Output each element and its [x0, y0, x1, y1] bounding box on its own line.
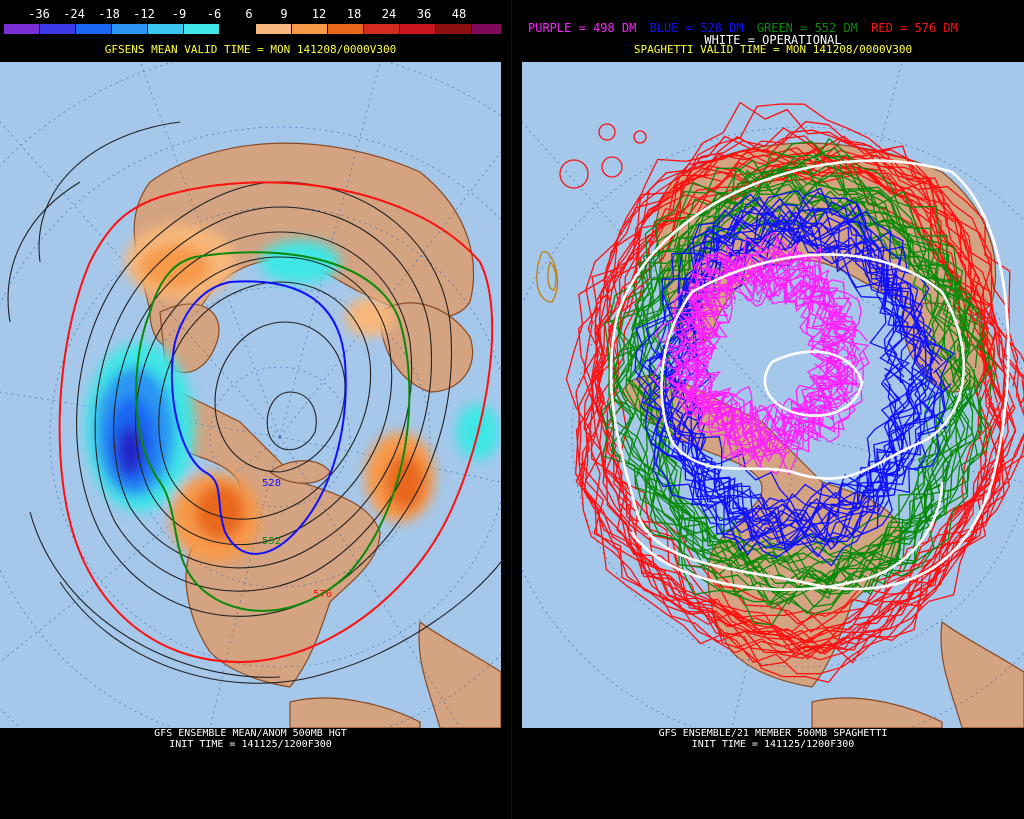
ensemble-mean-panel: -36 -24 -18 -12 -9 -6 6 9 12 18 24 36 48 GFSENS MEAN… [0, 0, 508, 819]
spaghetti-map [522, 62, 1024, 728]
panel-divider-line [511, 0, 512, 819]
spaghetti-purple-member [654, 251, 847, 434]
spaghetti-blue-member [661, 218, 933, 539]
left-caption-init: INIT TIME = 141125/1200F300 [169, 739, 332, 750]
spaghetti-red-member [594, 162, 1011, 659]
spaghetti-green-member [608, 181, 966, 605]
label-552: 552 [262, 536, 281, 547]
spaghetti-red-member [578, 157, 1024, 655]
colorbar-tick-label: -6 [206, 7, 222, 21]
ensemble-mean-map: 528 552 576 [0, 62, 501, 728]
colorbar-tick-label: 12 [311, 7, 327, 21]
colorbar-swatch [292, 24, 328, 34]
spaghetti-green-member [629, 153, 974, 573]
height-contours [7, 121, 501, 684]
spaghetti-purple-member [674, 253, 856, 453]
colorbar-tick-label: -9 [171, 7, 187, 21]
spaghetti-576-red [565, 101, 1024, 684]
left-caption-title: GFS ENSEMBLE MEAN/ANOM 500MB HGT [154, 728, 347, 739]
spaghetti-purple-member [674, 231, 857, 436]
right-valid-time: SPAGHETTI VALID TIME = MON 141208/0000V3… [633, 43, 913, 56]
legend-purple: PURPLE = 498 DM [528, 21, 637, 35]
colorbar-swatch [184, 24, 220, 34]
colorbar-swatch [76, 24, 112, 34]
left-caption: GFS ENSEMBLE MEAN/ANOM 500MB HGT INIT TI… [0, 728, 501, 750]
spaghetti-outliers [536, 123, 647, 303]
colorbar-swatch [40, 24, 76, 34]
spaghetti-legend: PURPLE = 498 DM BLUE = 528 DM GREEN = 55… [528, 21, 1024, 35]
left-valid-time: GFSENS MEAN VALID TIME = MON 141208/0000… [104, 43, 397, 56]
colorbar-swatch [4, 24, 40, 34]
spaghetti-red-member [602, 164, 1005, 657]
spaghetti-purple-member [651, 258, 848, 460]
anomaly-colorbar [4, 24, 508, 34]
colorbar-swatch [256, 24, 292, 34]
spaghetti-red-member [584, 139, 1017, 675]
spaghetti-green-member [635, 147, 976, 590]
colorbar-swatch [328, 24, 364, 34]
spaghetti-498-purple [651, 231, 870, 476]
label-576: 576 [313, 589, 332, 600]
contour-528-blue [170, 280, 347, 555]
colorbar-swatch [400, 24, 436, 34]
colorbar-tick-label: -12 [133, 7, 155, 21]
spaghetti-red-member [575, 153, 988, 653]
colorbar-labels: -36 -24 -18 -12 -9 -6 6 9 12 18 24 36 48 [0, 7, 501, 23]
spaghetti-blue-member [642, 207, 911, 550]
colorbar-swatch [436, 24, 472, 34]
legend-red: RED = 576 DM [871, 21, 958, 35]
colorbar-tick-label: -36 [28, 7, 50, 21]
contour-552-green [135, 251, 411, 612]
spaghetti-red-member [575, 165, 1004, 654]
legend-white: WHITE = OPERATIONAL [704, 33, 842, 47]
colorbar-tick-label: -18 [98, 7, 120, 21]
colorbar-tick-label: 9 [280, 7, 288, 21]
colorbar-tick-label: 48 [451, 7, 467, 21]
legend-blue: BLUE = 528 DM [649, 21, 744, 35]
spaghetti-panel: PURPLE = 498 DM BLUE = 528 DM GREEN = 55… [522, 0, 1024, 819]
right-caption-init: INIT TIME = 141125/1200F300 [691, 739, 855, 750]
spaghetti-red-member [575, 135, 1024, 661]
spaghetti-blue-member [677, 191, 940, 543]
contour-576-red [58, 181, 494, 664]
label-528: 528 [262, 478, 281, 489]
colorbar-swatch [220, 24, 256, 34]
anomaly-shading [85, 224, 500, 562]
spaghetti-operational-white [609, 159, 1010, 591]
colorbar-swatch [364, 24, 400, 34]
spaghetti-green-member [608, 140, 979, 578]
legend-green: GREEN = 552 DM [756, 21, 858, 35]
colorbar-tick-label: 6 [245, 7, 253, 21]
right-caption-title: GFS ENSEMBLE/21 MEMBER 500MB SPAGHETTI [658, 728, 888, 739]
colorbar-tick-label: 24 [381, 7, 397, 21]
mean-anomaly-map-svg: 528 552 576 [0, 62, 501, 728]
spaghetti-red-member [590, 151, 1005, 646]
spaghetti-red-member [593, 148, 1024, 633]
colorbar-swatch [148, 24, 184, 34]
colorbar-tick-label: 18 [346, 7, 362, 21]
spaghetti-green-member [610, 167, 970, 600]
right-caption: GFS ENSEMBLE/21 MEMBER 500MB SPAGHETTI I… [522, 728, 1024, 750]
colorbar-tick-label: 36 [416, 7, 432, 21]
spaghetti-map-svg [522, 62, 1024, 728]
spaghetti-green-member [628, 170, 993, 606]
colorbar-swatch [112, 24, 148, 34]
colorbar-tick-label: -24 [63, 7, 85, 21]
spaghetti-green-member [640, 182, 987, 608]
